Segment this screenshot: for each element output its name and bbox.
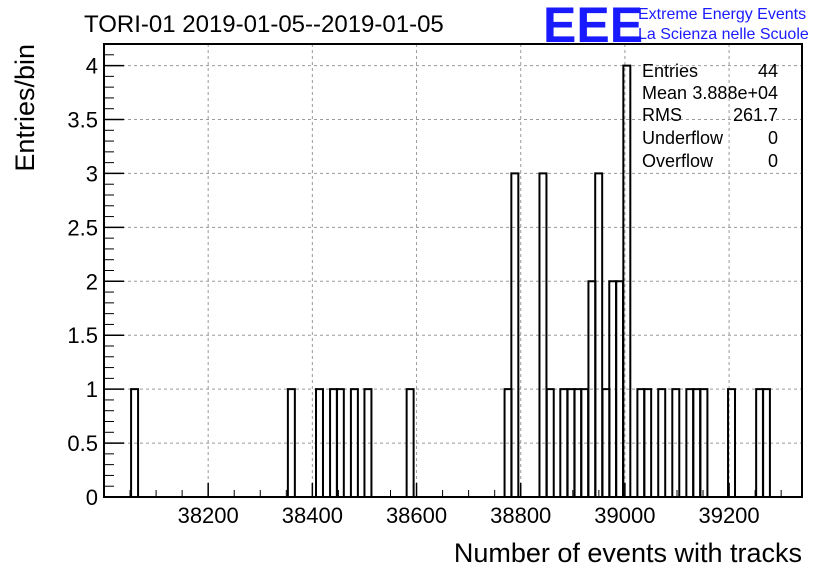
- y-axis-ticks: 0 0.5 1 1.5 2 2.5 3 3.5 4: [67, 54, 124, 510]
- histogram-bin: [671, 388, 681, 497]
- logo-eee-letters: EEE: [543, 0, 643, 53]
- grid-lines: [104, 44, 802, 497]
- stats-entries-value: 44: [758, 61, 778, 81]
- histogram-bin: [594, 172, 604, 497]
- histogram-bin: [363, 388, 373, 497]
- stats-rms-label: RMS: [642, 105, 682, 125]
- histogram-bin: [545, 388, 555, 497]
- histogram-bin: [130, 388, 140, 497]
- y-tick-label: 2.5: [67, 215, 98, 240]
- stats-box: Entries 44 Mean 3.888e+04 RMS 261.7 Unde…: [642, 61, 778, 171]
- stats-mean-label: Mean: [642, 83, 687, 103]
- histogram-bin: [727, 388, 737, 497]
- histogram-bin: [643, 388, 653, 497]
- histogram-bin: [286, 388, 296, 497]
- histogram-bin: [405, 388, 415, 497]
- histogram-bin: [657, 388, 667, 497]
- logo: EEE Extreme Energy Events La Scienza nel…: [543, 0, 809, 53]
- x-tick-label: 39200: [698, 503, 759, 528]
- stats-mean-value: 3.888e+04: [692, 83, 778, 103]
- logo-line-2: La Scienza nelle Scuole: [638, 26, 809, 43]
- histogram-bin: [335, 388, 345, 497]
- stats-entries-label: Entries: [642, 61, 698, 81]
- histogram-bin: [315, 388, 324, 497]
- y-tick-label: 4: [86, 54, 98, 79]
- histogram-bin: [622, 64, 632, 497]
- logo-line-1: Extreme Energy Events: [638, 6, 806, 23]
- x-tick-label: 38200: [178, 503, 239, 528]
- y-tick-label: 1: [86, 377, 98, 402]
- histogram-bars: [130, 64, 771, 497]
- x-tick-label: 38800: [490, 503, 551, 528]
- y-tick-label: 3.5: [67, 108, 98, 133]
- x-tick-label: 39000: [594, 503, 655, 528]
- plot-frame: [103, 43, 803, 498]
- histogram-bin: [538, 172, 548, 497]
- y-tick-label: 3: [86, 161, 98, 186]
- chart-title: TORI-01 2019-01-05--2019-01-05: [84, 11, 444, 38]
- histogram-bin: [510, 172, 520, 497]
- stats-rms-value: 261.7: [733, 105, 778, 125]
- stats-underflow-label: Underflow: [642, 128, 724, 148]
- x-axis-ticks: 38200 38400 38600 38800 39000 39200: [129, 483, 782, 528]
- stats-underflow-value: 0: [768, 128, 778, 148]
- stats-overflow-label: Overflow: [642, 151, 714, 171]
- x-tick-label: 38600: [386, 503, 447, 528]
- histogram-bin: [699, 388, 709, 497]
- histogram-bin: [761, 388, 771, 497]
- y-tick-label: 1.5: [67, 323, 98, 348]
- x-tick-label: 38400: [282, 503, 343, 528]
- x-axis-label: Number of events with tracks: [454, 538, 802, 568]
- y-tick-label: 0.5: [67, 431, 98, 456]
- histogram-bin: [349, 388, 359, 497]
- stats-overflow-value: 0: [768, 151, 778, 171]
- y-tick-label: 2: [86, 269, 98, 294]
- y-tick-label: 0: [86, 485, 98, 510]
- y-axis-label: Entries/bin: [10, 44, 40, 172]
